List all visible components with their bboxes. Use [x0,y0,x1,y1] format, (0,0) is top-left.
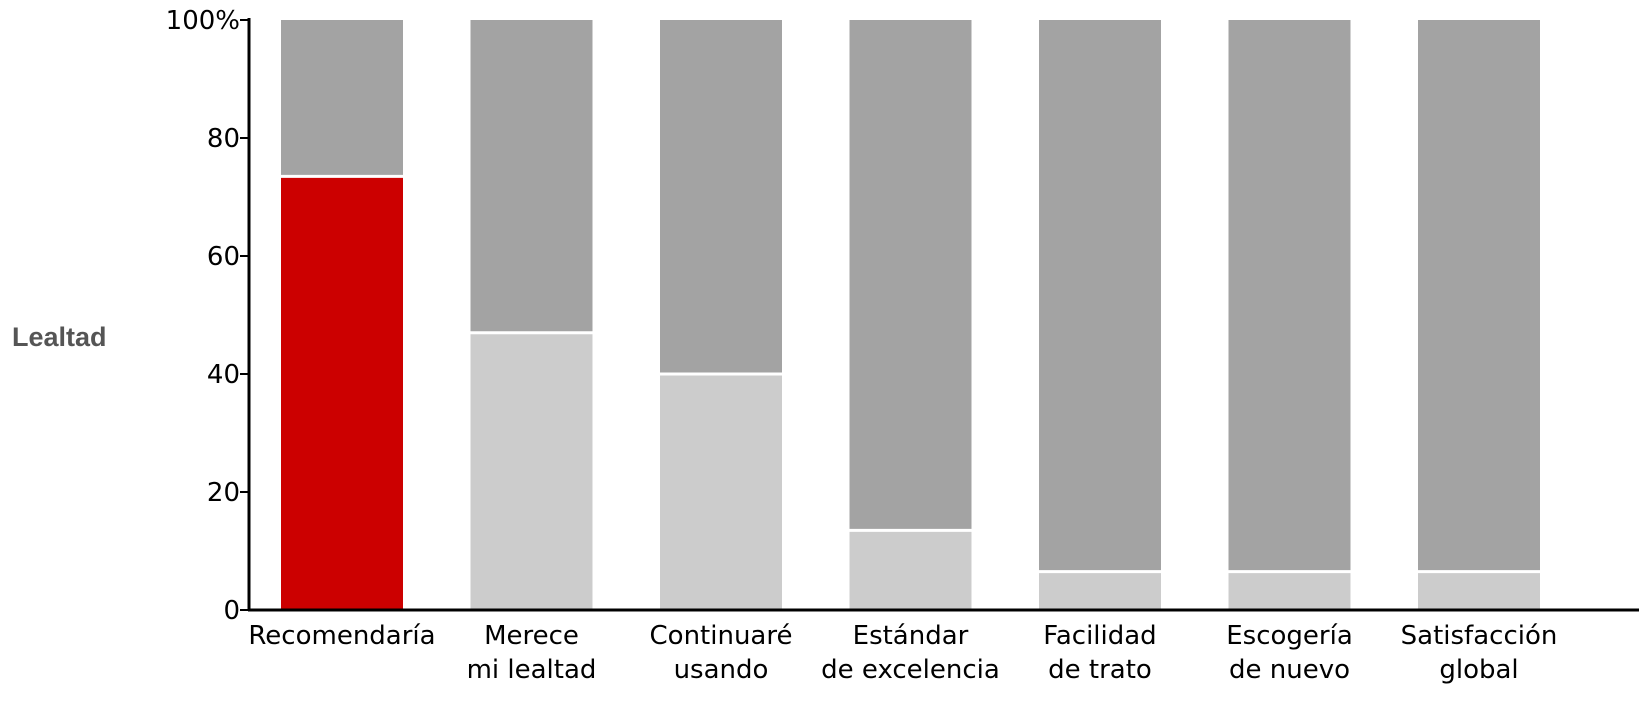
bar-value [1039,571,1161,610]
x-tick-label: de trato [1048,655,1152,685]
bars-group [281,20,1540,610]
x-labels-group: Recomendaría Merece mi lealtad Continuaré us… [248,621,1557,685]
bar-remainder [1418,20,1540,572]
x-tick-label: de nuevo [1229,655,1350,685]
x-tick-label: Facilidad [1043,621,1156,651]
x-tick-label: Satisfacción [1401,621,1558,651]
x-tick-label: Merece [484,621,579,651]
bar-value [281,176,403,610]
x-tick-label: Continuaré [650,621,793,651]
x-tick-label: Escogería [1226,621,1353,651]
bar-remainder [660,20,782,374]
bar-remainder [1228,20,1351,572]
y-tick-label: 100% [166,6,240,36]
bar-value [849,530,972,610]
y-axis-label: Lealtad [12,322,107,352]
bar-value [1418,571,1540,610]
x-tick-label: de excelencia [821,655,1000,685]
y-tick-label: 80 [207,124,240,154]
bar-remainder [1039,20,1161,572]
y-tick-label: 60 [207,242,240,272]
bar-value [660,374,782,610]
y-tick-label: 40 [207,360,240,390]
y-tick-label: 20 [207,478,240,508]
x-tick-label: mi lealtad [467,655,597,685]
bar-value [470,332,593,610]
bar-remainder [470,20,593,333]
bar-remainder [281,20,403,177]
y-ticks-group: 0 20 40 60 80 100% [166,6,249,626]
bar-remainder [849,20,972,531]
x-tick-label: Estándar [853,621,969,651]
y-tick-label: 0 [223,596,240,626]
axes-group [247,18,1639,612]
x-tick-label: usando [674,655,769,685]
x-tick-label: global [1439,655,1518,685]
x-tick-label: Recomendaría [248,621,435,651]
bar-value [1228,571,1351,610]
